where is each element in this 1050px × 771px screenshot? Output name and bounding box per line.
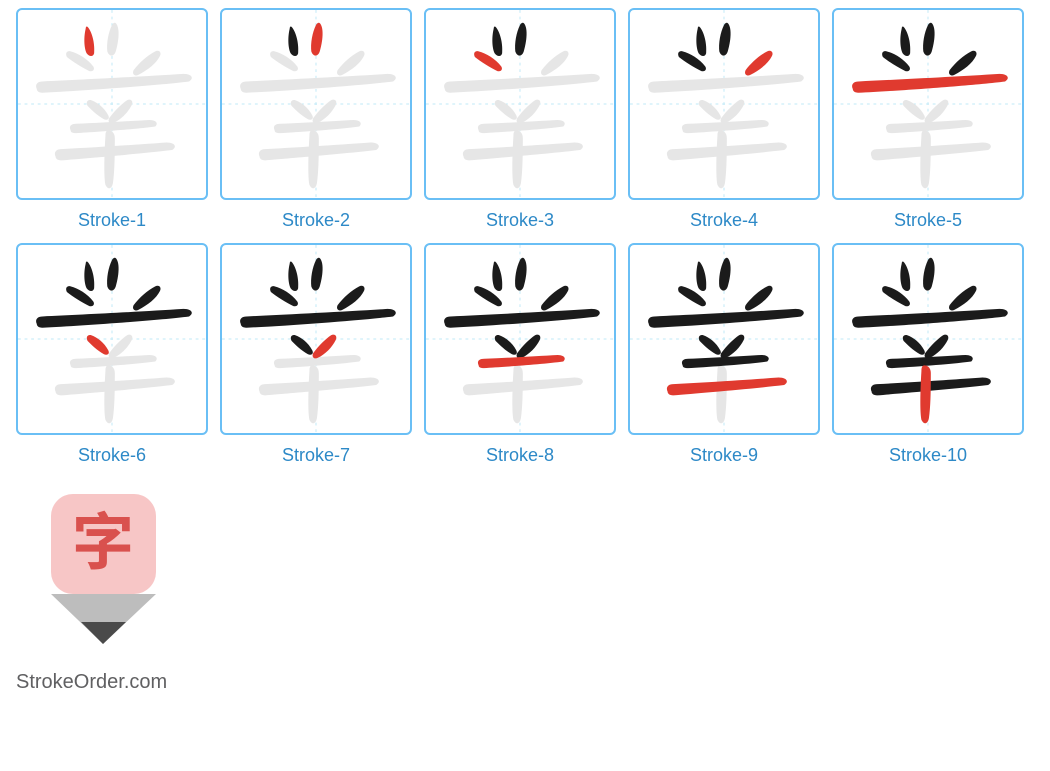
- stroke-cell: Stroke-5: [832, 8, 1024, 231]
- stroke-tile: [16, 8, 208, 200]
- stroke-tile: [220, 243, 412, 435]
- stroke-cell: Stroke-7: [220, 243, 412, 466]
- stroke-cell: Stroke-3: [424, 8, 616, 231]
- stroke-cell: Stroke-6: [16, 243, 208, 466]
- stroke-cell: Stroke-10: [832, 243, 1024, 466]
- stroke-tile: [832, 243, 1024, 435]
- stroke-caption: Stroke-9: [690, 445, 758, 466]
- stroke-cell: Stroke-2: [220, 8, 412, 231]
- stroke-tile: [628, 243, 820, 435]
- site-label: StrokeOrder.com: [16, 671, 167, 694]
- stroke-caption: Stroke-10: [889, 445, 967, 466]
- stroke-caption: Stroke-2: [282, 210, 350, 231]
- footer: 字 StrokeOrder.com: [16, 494, 208, 694]
- stroke-tile: [832, 8, 1024, 200]
- stroke-caption: Stroke-7: [282, 445, 350, 466]
- stroke-tile: [424, 8, 616, 200]
- stroke-caption: Stroke-6: [78, 445, 146, 466]
- svg-text:字: 字: [72, 494, 134, 582]
- stroke-caption: Stroke-5: [894, 210, 962, 231]
- stroke-caption: Stroke-4: [690, 210, 758, 231]
- stroke-caption: Stroke-3: [486, 210, 554, 231]
- stroke-grid: Stroke-1 Stroke-2 Stroke-3: [16, 8, 1036, 466]
- stroke-cell: Stroke-1: [16, 8, 208, 231]
- stroke-caption: Stroke-1: [78, 210, 146, 231]
- stroke-tile: [424, 243, 616, 435]
- logo-icon: 字: [46, 494, 161, 649]
- stroke-cell: Stroke-9: [628, 243, 820, 466]
- stroke-caption: Stroke-8: [486, 445, 554, 466]
- stroke-cell: Stroke-4: [628, 8, 820, 231]
- stroke-cell: Stroke-8: [424, 243, 616, 466]
- stroke-tile: [220, 8, 412, 200]
- stroke-tile: [16, 243, 208, 435]
- stroke-tile: [628, 8, 820, 200]
